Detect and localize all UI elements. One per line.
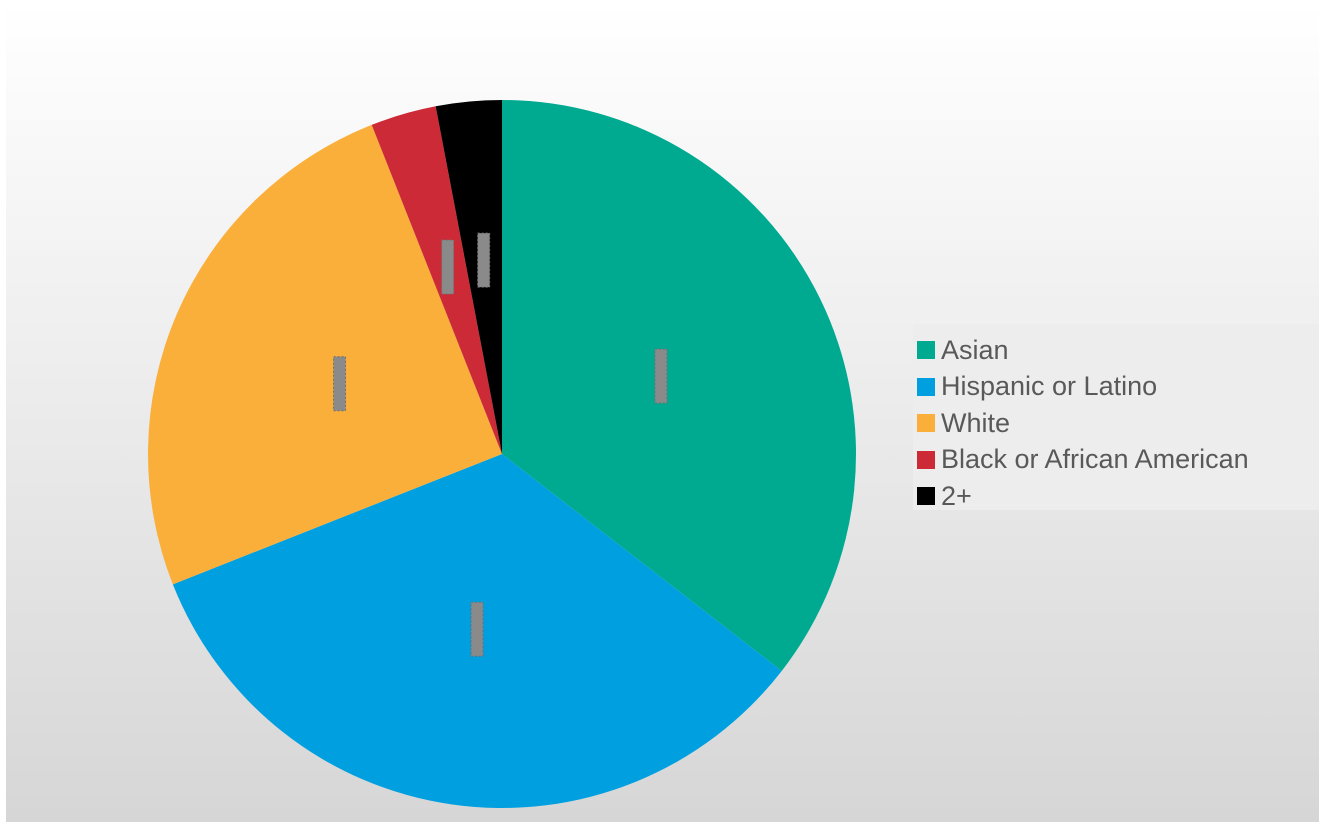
legend-label: 2+ [941,480,972,511]
legend-item-asian: Asian [913,332,1319,369]
legend-swatch-asian [917,341,935,360]
chart-area: Asian Hispanic or Latino White Black or … [6,4,1319,822]
data-label-2-plus [477,232,491,288]
legend-swatch-2-plus [917,487,935,506]
pie-slice-asian [502,100,857,671]
data-label-white [333,356,347,412]
legend: Asian Hispanic or Latino White Black or … [913,324,1319,511]
legend-item-hispanic-or-latino: Hispanic or Latino [913,369,1319,406]
data-label-asian [654,348,668,404]
legend-swatch-black-or-african-american [917,450,935,469]
legend-label: Black or African American [941,444,1249,475]
legend-label: White [941,407,1011,438]
legend-item-2-plus: 2+ [913,478,1319,515]
legend-item-black-or-african-american: Black or African American [913,442,1319,479]
legend-label: Hispanic or Latino [941,371,1158,402]
legend-swatch-white [917,414,935,433]
data-label-hispanic-or-latino [470,601,484,657]
pie-chart [147,100,857,809]
pie-slice-2-plus [435,100,502,454]
legend-item-white: White [913,405,1319,442]
pie-slice-white [147,124,502,585]
legend-swatch-hispanic-or-latino [917,377,935,396]
data-label-black-or-african-american [441,239,455,295]
legend-label: Asian [941,334,1009,365]
pie-slice-black-or-african-american [371,106,502,454]
